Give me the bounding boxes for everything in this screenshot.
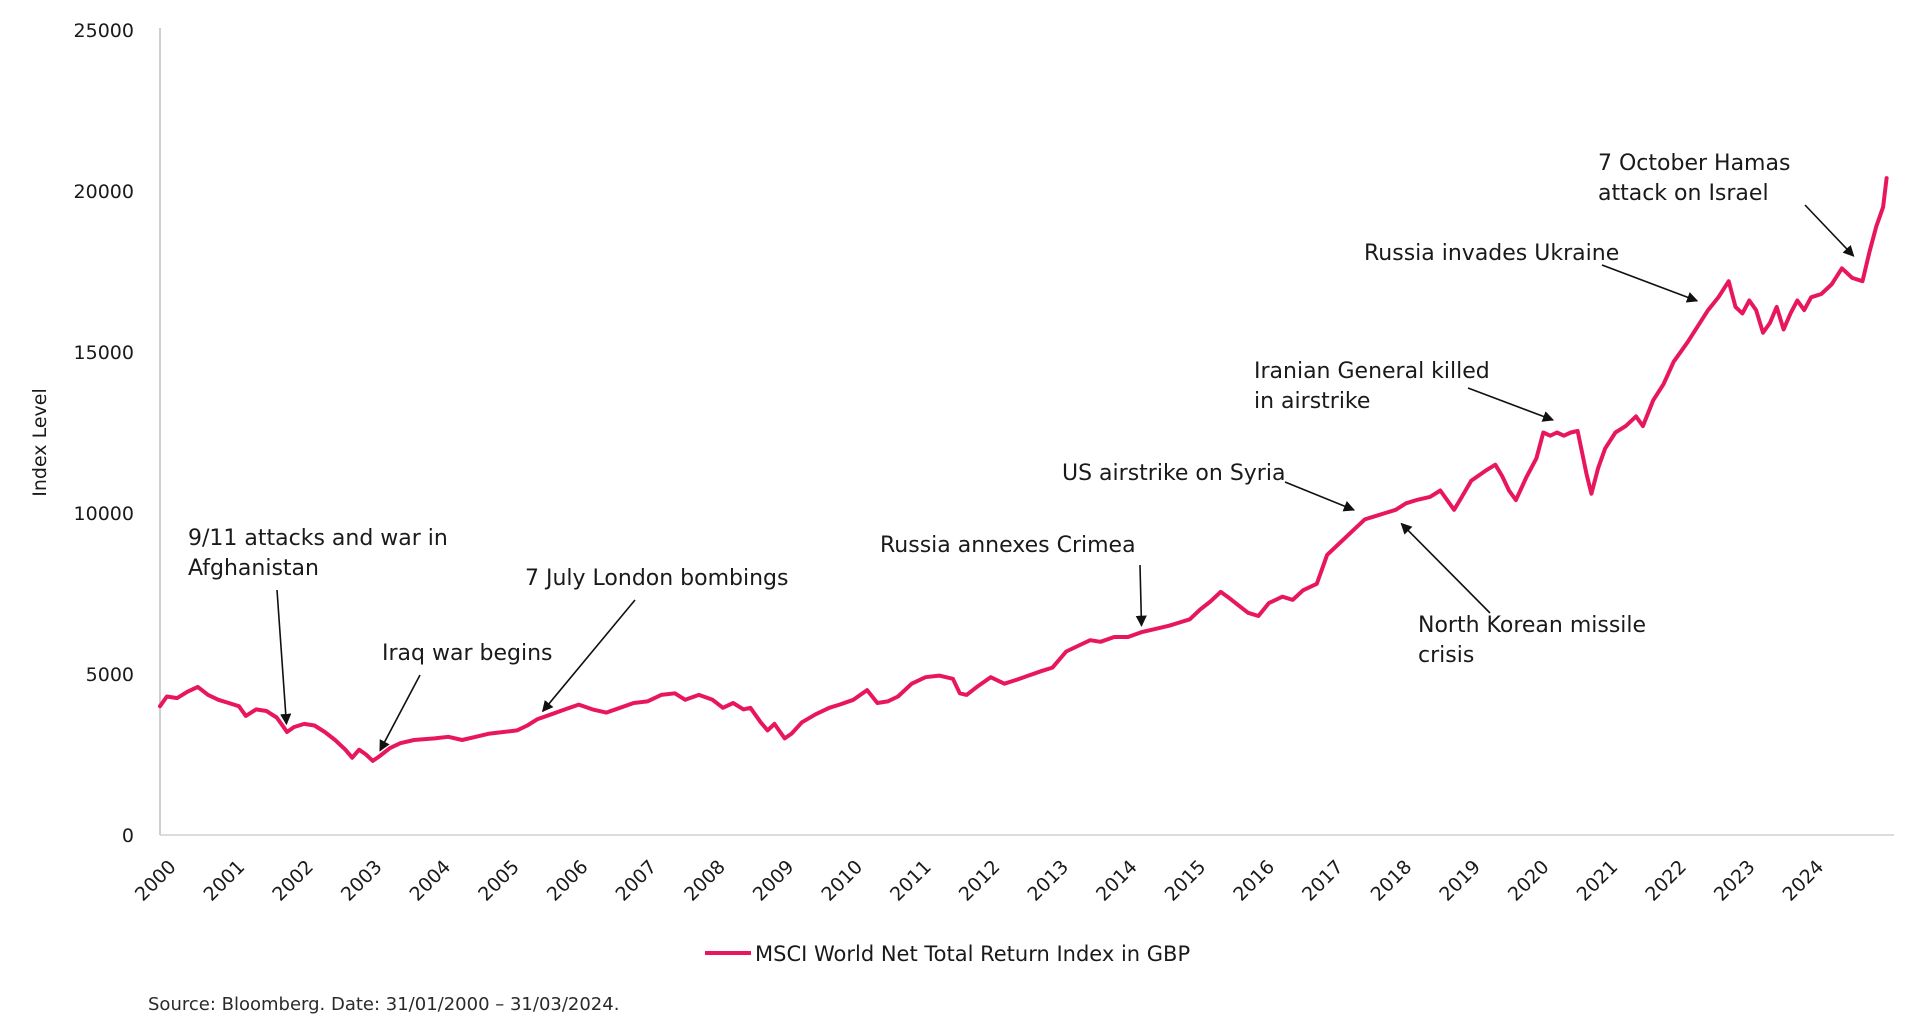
x-tick-label: 2012 (955, 856, 1005, 906)
y-tick-label: 20000 (74, 181, 134, 203)
x-tick-label: 2008 (680, 856, 730, 906)
annotation-label: 9/11 attacks and war in Afghanistan (188, 526, 448, 581)
annotation: Iranian General killed in airstrike (1254, 359, 1555, 422)
annotation: 7 July London bombings (525, 566, 788, 713)
legend: MSCI World Net Total Return Index in GBP (705, 942, 1190, 966)
x-tick-label: 2017 (1298, 856, 1348, 906)
annotation: Russia invades Ukraine (1364, 241, 1699, 303)
annotation: 9/11 attacks and war in Afghanistan (188, 526, 448, 726)
annotation-label: Russia invades Ukraine (1364, 241, 1619, 266)
x-tick-label: 2007 (611, 856, 661, 906)
annotation-label: Russia annexes Crimea (880, 533, 1136, 558)
annotation-label: Iranian General killed in airstrike (1254, 359, 1490, 414)
annotation-label: Iraq war begins (382, 641, 552, 666)
y-tick-label: 5000 (86, 664, 134, 686)
annotation: Iraq war begins (379, 641, 552, 752)
y-tick-label: 10000 (74, 503, 134, 525)
annotation-label: 7 October Hamas attack on Israel (1598, 151, 1790, 206)
x-tick-label: 2010 (817, 856, 867, 906)
annotation-label: North Korean missile crisis (1418, 613, 1646, 668)
y-tick-label: 0 (122, 825, 134, 847)
x-tick-label: 2013 (1023, 856, 1073, 906)
x-tick-label: 2022 (1641, 856, 1691, 906)
annotation: Russia annexes Crimea (880, 533, 1147, 627)
annotation-arrow (1284, 481, 1356, 512)
x-tick-label: 2011 (886, 856, 936, 906)
x-tick-label: 2023 (1710, 856, 1760, 906)
legend-label: MSCI World Net Total Return Index in GBP (755, 942, 1190, 966)
annotation-label: US airstrike on Syria (1062, 461, 1285, 486)
x-tick-label: 2014 (1092, 856, 1142, 906)
x-tick-label: 2018 (1367, 856, 1417, 906)
x-tick-label: 2001 (200, 856, 250, 906)
x-tick-label: 2016 (1229, 856, 1279, 906)
annotation-arrow (1467, 387, 1555, 422)
y-tick-label: 15000 (74, 342, 134, 364)
x-tick-label: 2009 (749, 856, 799, 906)
annotation-arrow (276, 589, 292, 726)
x-tick-label: 2000 (131, 856, 181, 906)
source-note: Source: Bloomberg. Date: 31/01/2000 – 31… (148, 994, 619, 1015)
x-tick-label: 2006 (543, 856, 593, 906)
annotation-arrow (1135, 564, 1147, 627)
annotation-arrow (1601, 264, 1699, 303)
annotations: 9/11 attacks and war in Afghanistan Iraq w… (188, 151, 1855, 752)
x-tick-label: 2003 (337, 856, 387, 906)
annotation: US airstrike on Syria (1062, 461, 1356, 512)
series-line (158, 176, 1889, 763)
annotation-arrow (1400, 522, 1491, 614)
x-tick-label: 2005 (474, 856, 524, 906)
y-tick-label: 25000 (74, 20, 134, 42)
x-tick-label: 2021 (1573, 856, 1623, 906)
x-tick-label: 2004 (405, 856, 455, 906)
annotation: 7 October Hamas attack on Israel (1598, 151, 1855, 257)
y-axis-title: Index Level (29, 388, 51, 497)
annotation-arrow (541, 599, 636, 713)
annotation-label: 7 July London bombings (525, 566, 788, 591)
x-tick-label: 2024 (1779, 856, 1829, 906)
annotation: North Korean missile crisis (1400, 522, 1646, 668)
annotation-arrow (1804, 204, 1855, 257)
x-tick-label: 2020 (1504, 856, 1554, 906)
annotation-arrow (379, 674, 421, 752)
x-tick-label: 2002 (268, 856, 318, 906)
x-tick-label: 2015 (1161, 856, 1211, 906)
x-tick-label: 2019 (1435, 856, 1485, 906)
plot-area (158, 176, 1889, 763)
